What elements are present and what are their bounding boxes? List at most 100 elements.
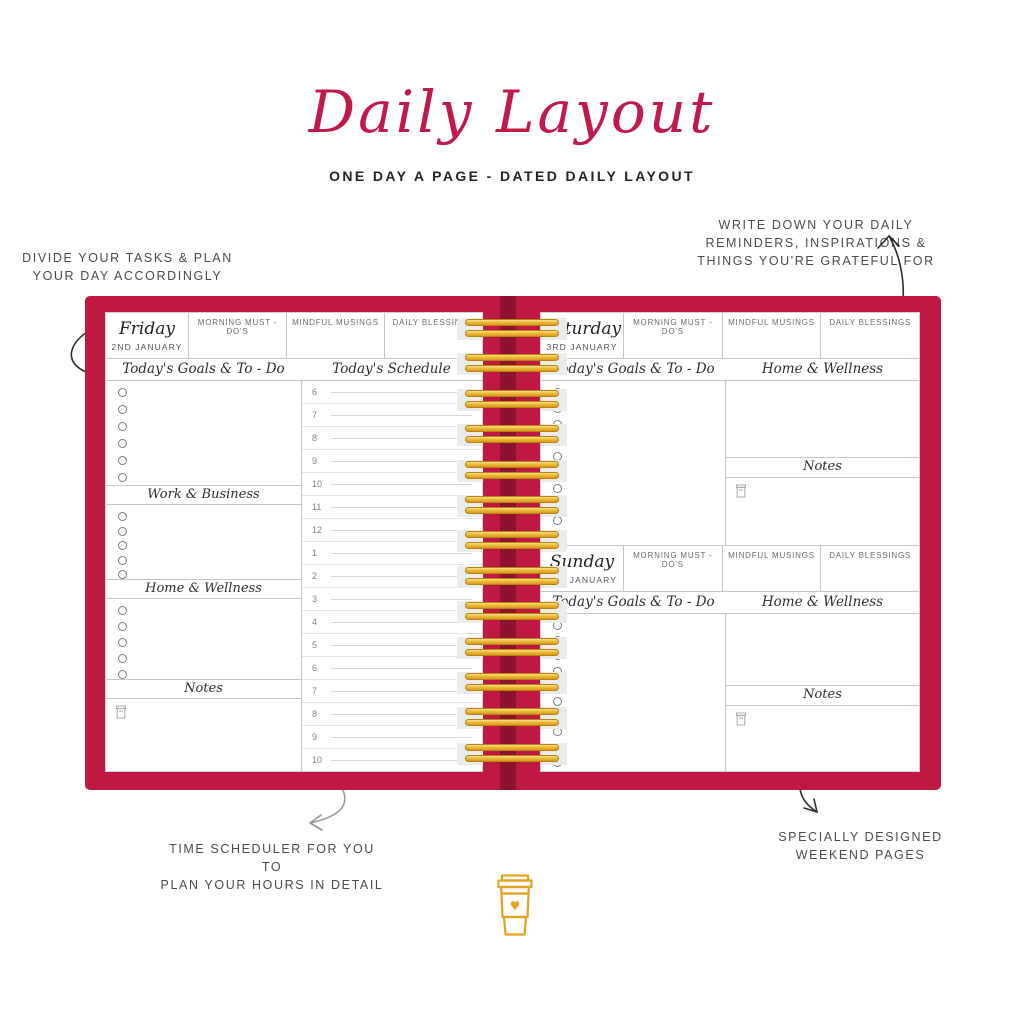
annotation-divide-tasks: DIVIDE YOUR TASKS & PLAN YOUR DAY ACCORD…	[20, 249, 235, 285]
home-wellness-header: Home & Wellness	[106, 579, 301, 599]
notes-area	[106, 699, 301, 771]
schedule-row: 9	[302, 450, 482, 473]
spiral-ring-pair	[457, 707, 567, 730]
page-title: Daily Layout	[308, 78, 716, 146]
annotation-time-scheduler: TIME SCHEDULER FOR YOU TO PLAN YOUR HOUR…	[158, 840, 386, 894]
goals-title: Today's Goals & To - Do	[552, 361, 715, 377]
coffee-cup-mini-icon	[736, 712, 746, 726]
checkbox-circle	[118, 606, 127, 615]
annotation-line: REMINDERS, INSPIRATIONS &	[705, 236, 927, 250]
sunday-block: Sunday 4TH JANUARY MORNING MUST - DO'S M…	[541, 546, 919, 772]
column-daily-blessings: DAILY BLESSINGS	[820, 546, 919, 591]
section-band: Today's Goals & To - Do Home & Wellness	[541, 592, 919, 614]
schedule-hour: 6	[312, 387, 318, 397]
write-line	[331, 667, 472, 669]
left-page-body: Work & Business Home & Wellness Notes 6 7…	[106, 381, 482, 771]
tasks-column: Work & Business Home & Wellness Notes	[106, 381, 301, 771]
spiral-ring-pair	[457, 742, 567, 766]
schedule-row: 10	[302, 749, 482, 771]
write-line	[331, 460, 472, 462]
checkbox-circle	[118, 638, 127, 647]
annotation-line: TIME SCHEDULER FOR YOU TO	[169, 842, 375, 874]
schedule-hour: 4	[312, 617, 318, 627]
write-line	[331, 414, 472, 416]
annotation-line: WEEKEND PAGES	[795, 848, 926, 862]
checkbox-circle	[118, 456, 127, 465]
coffee-cup-heart-icon	[492, 874, 538, 942]
schedule-hour: 1	[312, 548, 318, 558]
planner-right-page: Saturday 3RD JANUARY MORNING MUST - DO'S…	[540, 312, 920, 772]
schedule-hour: 9	[312, 732, 318, 742]
write-line	[331, 736, 472, 738]
column-morning-must-dos: MORNING MUST - DO'S	[623, 313, 722, 358]
column-daily-blessings: DAILY BLESSINGS	[384, 313, 482, 358]
saturday-block: Saturday 3RD JANUARY MORNING MUST - DO'S…	[541, 313, 919, 546]
schedule-hour: 10	[312, 755, 323, 765]
day-header: Saturday 3RD JANUARY MORNING MUST - DO'S…	[541, 313, 919, 359]
spiral-binding	[457, 312, 567, 772]
write-line	[331, 598, 472, 600]
goals-checkbox-list	[541, 381, 726, 545]
schedule-row: 7	[302, 404, 482, 427]
checkbox-circle	[118, 622, 127, 631]
annotation-line: DIVIDE YOUR TASKS & PLAN	[22, 251, 233, 265]
annotation-line: PLAN YOUR HOURS IN DETAIL	[160, 878, 384, 892]
wellness-column: Notes	[726, 614, 919, 771]
schedule-row: 8	[302, 427, 482, 450]
spiral-ring-pair	[457, 459, 567, 483]
checkbox-circle	[118, 405, 127, 414]
day-header: Sunday 4TH JANUARY MORNING MUST - DO'S M…	[541, 546, 919, 592]
notes-area	[726, 706, 919, 771]
checkbox-circle	[118, 512, 127, 521]
goals-checkbox-list	[106, 381, 301, 485]
home-wellness-title: Home & Wellness	[761, 361, 884, 377]
spiral-ring-pair	[457, 672, 567, 695]
checkbox-circle	[118, 570, 127, 580]
notes-area	[726, 478, 919, 545]
write-line	[331, 552, 472, 554]
schedule-row: 4	[302, 611, 482, 634]
spiral-ring-pair	[457, 601, 567, 624]
schedule-row: 12	[302, 519, 482, 542]
checkbox-circle	[118, 439, 127, 448]
column-daily-blessings: DAILY BLESSINGS	[820, 313, 919, 358]
goals-title: Today's Goals & To - Do	[552, 594, 715, 610]
schedule-hour: 10	[312, 479, 323, 489]
work-business-header: Work & Business	[106, 485, 301, 505]
schedule-row: 6	[302, 657, 482, 680]
notes-header: Notes	[106, 679, 301, 699]
write-line	[331, 690, 472, 692]
write-line	[331, 713, 472, 715]
spiral-ring-pair	[457, 353, 567, 376]
write-line	[331, 483, 472, 485]
home-wellness-area	[726, 381, 919, 458]
checkbox-circle	[118, 555, 127, 565]
schedule-row: 1	[302, 542, 482, 565]
section-band: Today's Goals & To - Do Home & Wellness	[541, 359, 919, 381]
notes-header: Notes	[726, 458, 919, 478]
checkbox-circle	[553, 696, 562, 706]
write-line	[331, 644, 472, 646]
schedule-hour: 5	[312, 640, 318, 650]
schedule-row: 6	[302, 381, 482, 404]
schedule-hour: 9	[312, 456, 318, 466]
column-mindful-musings: MINDFUL MUSINGS	[721, 313, 821, 358]
schedule-row: 11	[302, 496, 482, 519]
home-wellness-area	[726, 614, 919, 686]
schedule-hour: 8	[312, 709, 318, 719]
schedule-row: 10	[302, 473, 482, 496]
page-subtitle: ONE DAY A PAGE - DATED DAILY LAYOUT	[329, 168, 695, 184]
annotation-line: THINGS YOU'RE GRATEFUL FOR	[697, 254, 935, 268]
checkbox-circle	[118, 654, 127, 663]
checkbox-circle	[118, 541, 127, 551]
home-wellness-title: Home & Wellness	[761, 594, 884, 610]
schedule-hour: 3	[312, 594, 318, 604]
write-line	[331, 575, 472, 577]
home-checkbox-list	[106, 599, 301, 679]
coffee-cup-mini-icon	[116, 705, 126, 719]
schedule-row: 9	[302, 726, 482, 749]
checkbox-circle	[553, 484, 562, 493]
spiral-ring-pair	[457, 495, 567, 518]
wellness-column: Notes	[726, 381, 919, 545]
checkbox-circle	[118, 473, 127, 482]
